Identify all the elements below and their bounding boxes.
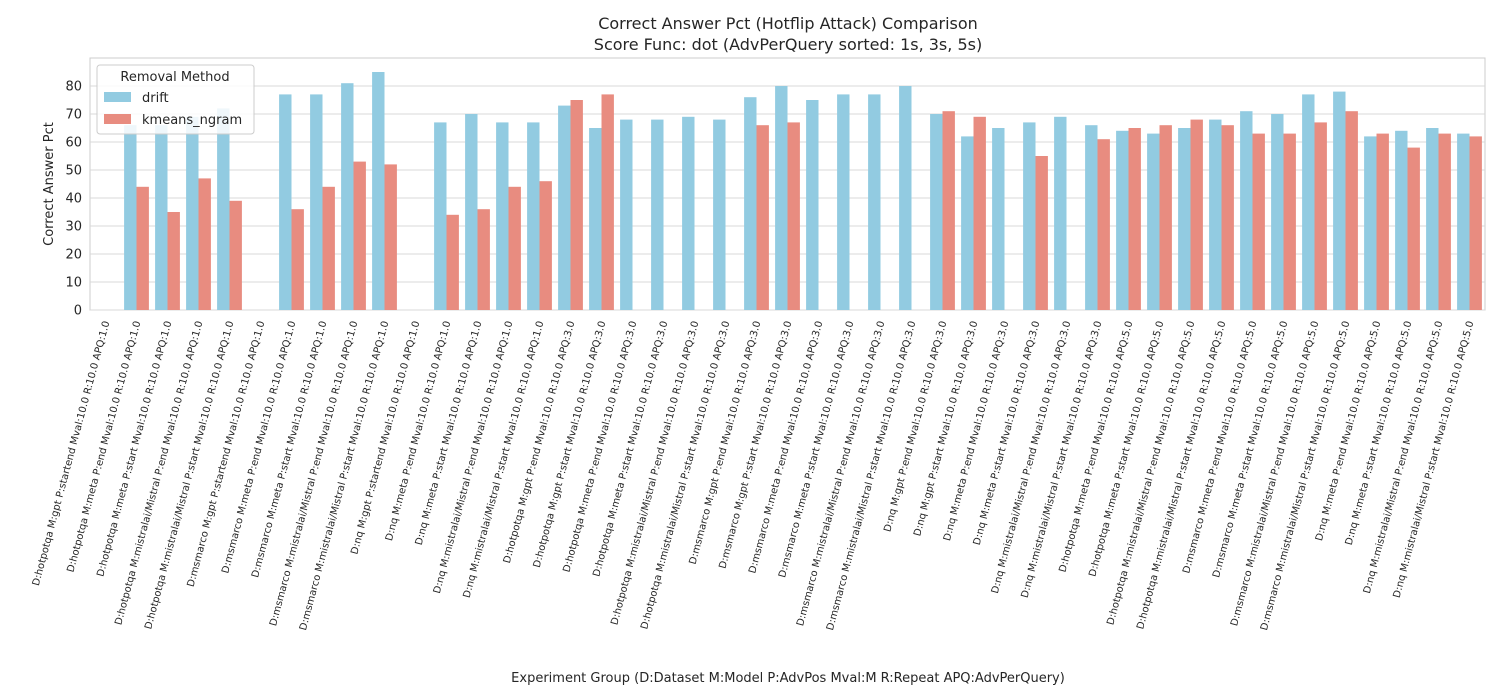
legend: Removal Method drift kmeans_ngram — [96, 64, 255, 135]
bar-drift — [1457, 133, 1470, 310]
y-tick-label: 10 — [65, 276, 82, 291]
bar-drift — [806, 100, 819, 310]
bar-drift — [217, 108, 230, 311]
bar-drift — [620, 119, 633, 310]
bar-drift — [1395, 130, 1408, 310]
y-axis-label: Correct Answer Pct — [42, 122, 57, 246]
bar-kmeans-ngram — [1221, 125, 1234, 310]
x-axis-label: Experiment Group (D:Dataset M:Model P:Ad… — [511, 671, 1065, 686]
y-tick-label: 20 — [65, 248, 82, 263]
bar-kmeans-ngram — [1035, 156, 1048, 310]
chart-title: Correct Answer Pct (Hotflip Attack) Comp… — [598, 14, 978, 33]
y-tick-label: 30 — [65, 220, 82, 235]
bar-drift — [744, 97, 757, 310]
y-tick-label: 0 — [74, 304, 82, 319]
bar-drift — [1240, 111, 1253, 310]
bar-drift — [279, 94, 292, 311]
bar-kmeans-ngram — [539, 181, 552, 310]
bar-kmeans-ngram — [1345, 111, 1358, 310]
bar-drift — [124, 125, 137, 310]
bar-kmeans-ngram — [1252, 133, 1265, 310]
legend-swatch-kmeans-ngram — [104, 114, 131, 124]
bar-kmeans-ngram — [1097, 139, 1110, 310]
bar-drift — [1333, 91, 1346, 310]
bar-kmeans-ngram — [384, 164, 397, 310]
legend-swatch-drift — [104, 92, 131, 102]
bar-drift — [1054, 116, 1067, 310]
legend-label-drift: drift — [142, 91, 169, 106]
y-axis-ticks: 0 10 20 30 40 50 60 70 80 — [65, 80, 82, 319]
bar-kmeans-ngram — [756, 125, 769, 310]
bar-drift — [775, 86, 788, 310]
bar-drift — [1426, 128, 1439, 310]
bar-kmeans-ngram — [570, 100, 583, 310]
bar-kmeans-ngram — [1438, 133, 1451, 310]
bar-kmeans-ngram — [1407, 147, 1420, 310]
bar-kmeans-ngram — [1376, 133, 1389, 310]
bar-kmeans-ngram — [198, 178, 211, 310]
bar-drift — [713, 119, 726, 310]
bar-drift — [868, 94, 881, 311]
bar-drift — [465, 114, 478, 310]
bar-drift — [1085, 125, 1098, 310]
bar-drift — [496, 122, 509, 311]
bar-drift — [341, 83, 354, 310]
bar-drift — [837, 94, 850, 311]
bar-drift — [1023, 122, 1036, 311]
bar-kmeans-ngram — [942, 111, 955, 310]
bar-kmeans-ngram — [322, 186, 335, 310]
bar-kmeans-ngram — [353, 161, 366, 310]
bar-drift — [1364, 136, 1377, 310]
bar-drift — [434, 122, 447, 311]
bar-drift — [961, 136, 974, 310]
bar-drift — [558, 105, 571, 310]
bar-kmeans-ngram — [1159, 125, 1172, 310]
bar-drift — [589, 128, 602, 310]
legend-label-kmeans-ngram: kmeans_ngram — [142, 113, 242, 128]
bar-kmeans-ngram — [1190, 119, 1203, 310]
bar-drift — [527, 122, 540, 311]
y-tick-label: 80 — [65, 80, 82, 95]
legend-title: Removal Method — [120, 70, 229, 85]
bar-drift — [1302, 94, 1315, 311]
bar-drift — [1147, 133, 1160, 310]
y-tick-label: 50 — [65, 164, 82, 179]
bar-kmeans-ngram — [508, 186, 521, 310]
bar-kmeans-ngram — [291, 209, 304, 310]
y-tick-label: 60 — [65, 136, 82, 151]
bar-drift — [930, 114, 943, 310]
y-tick-label: 70 — [65, 108, 82, 123]
bar-drift — [186, 116, 199, 310]
bar-drift — [372, 72, 385, 310]
bar-kmeans-ngram — [1128, 128, 1141, 310]
bar-kmeans-ngram — [1283, 133, 1296, 310]
chart-subtitle: Score Func: dot (AdvPerQuery sorted: 1s,… — [594, 35, 982, 54]
bar-kmeans-ngram — [1314, 122, 1327, 311]
bar-drift — [155, 125, 168, 310]
bar-kmeans-ngram — [1469, 136, 1482, 310]
bar-drift — [310, 94, 323, 311]
bar-drift — [682, 116, 695, 310]
bar-drift — [992, 128, 1005, 310]
bars — [124, 72, 1482, 311]
bar-kmeans-ngram — [973, 116, 986, 310]
bar-kmeans-ngram — [601, 94, 614, 311]
bar-drift — [1178, 128, 1191, 310]
y-tick-label: 40 — [65, 192, 82, 207]
bar-kmeans-ngram — [477, 209, 490, 310]
bar-kmeans-ngram — [446, 214, 459, 310]
bar-kmeans-ngram — [787, 122, 800, 311]
bar-kmeans-ngram — [167, 212, 180, 310]
legend-box — [96, 64, 255, 135]
bar-drift — [1209, 119, 1222, 310]
bar-drift — [1116, 130, 1129, 310]
bar-kmeans-ngram — [229, 200, 242, 310]
bar-drift — [651, 119, 664, 310]
bar-kmeans-ngram — [136, 186, 149, 310]
bar-drift — [899, 86, 912, 310]
bar-drift — [1271, 114, 1284, 310]
